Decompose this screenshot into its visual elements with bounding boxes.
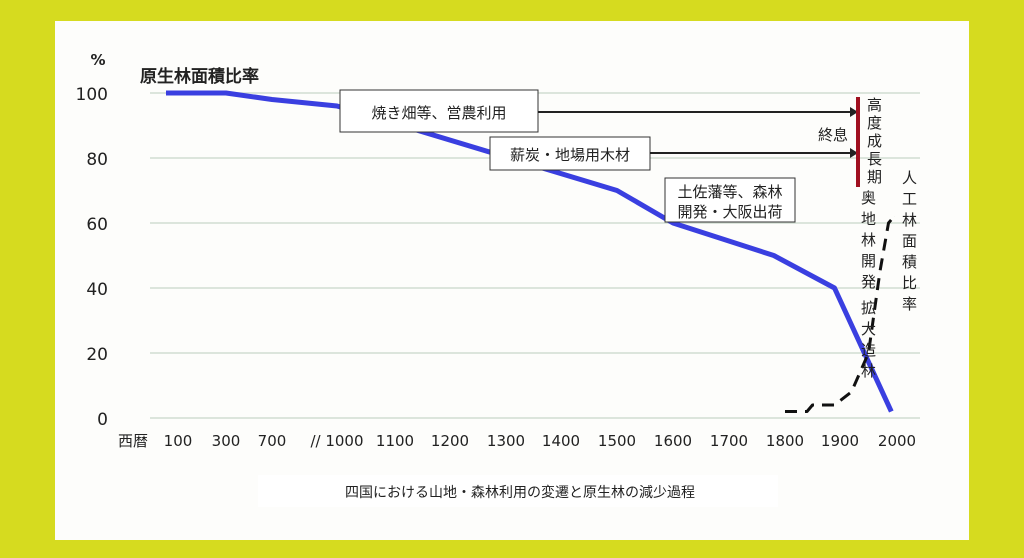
x-tick-label: 1500 — [598, 432, 636, 450]
x-tick-label: 1300 — [487, 432, 525, 450]
x-tick-label: 1100 — [376, 432, 414, 450]
period-label-remote-forest: 奥地林開発 — [859, 190, 877, 295]
x-tick-label: 2000 — [878, 432, 916, 450]
x-tick-label: 700 — [258, 432, 287, 450]
series-label-plantation: 人工林面積比率 — [900, 170, 918, 317]
x-tick-label: 1700 — [710, 432, 748, 450]
x-tick-label: 300 — [212, 432, 241, 450]
series-label-primary-forest: 原生林面積比率 — [140, 66, 259, 87]
series-line-1 — [785, 215, 896, 413]
annotation-text: 開発・大阪出荷 — [677, 203, 782, 221]
period-label-expansion-planting: 拡大造林 — [859, 300, 877, 384]
annotation-text: 薪炭・地場用木材 — [510, 146, 630, 164]
chart-title: 四国における山地・森林利用の変遷と原生林の減少過程 — [345, 484, 695, 501]
y-tick-label: 100 — [76, 85, 108, 105]
y-axis-label: % — [90, 51, 105, 69]
x-tick-label: 100 — [164, 432, 193, 450]
annotation-text: 焼き畑等、営農利用 — [371, 104, 506, 122]
x-tick-label: 1900 — [821, 432, 859, 450]
y-tick-label: 0 — [97, 410, 108, 430]
x-tick-label: // 1000 — [310, 432, 363, 450]
x-tick-label: 1600 — [654, 432, 692, 450]
period-label-high-growth: 高度成長期 — [865, 97, 883, 187]
y-tick-label: 80 — [86, 150, 108, 170]
x-tick-label: 1400 — [542, 432, 580, 450]
y-tick-label: 20 — [86, 345, 108, 365]
x-tick-label: 1200 — [431, 432, 469, 450]
arrow-head — [850, 107, 858, 117]
x-axis-label: 西暦 — [118, 432, 148, 450]
annotation-box — [664, 177, 796, 223]
x-tick-label: 1800 — [766, 432, 804, 450]
annotation-text: 土佐藩等、森林 — [677, 183, 782, 201]
caption-bg — [258, 475, 778, 507]
annotation-box — [339, 89, 539, 133]
arrow-head — [850, 148, 858, 158]
annotation-box — [489, 136, 651, 171]
y-tick-label: 40 — [86, 280, 108, 300]
y-tick-label: 60 — [86, 215, 108, 235]
annotation-end: 終息 — [818, 126, 848, 144]
